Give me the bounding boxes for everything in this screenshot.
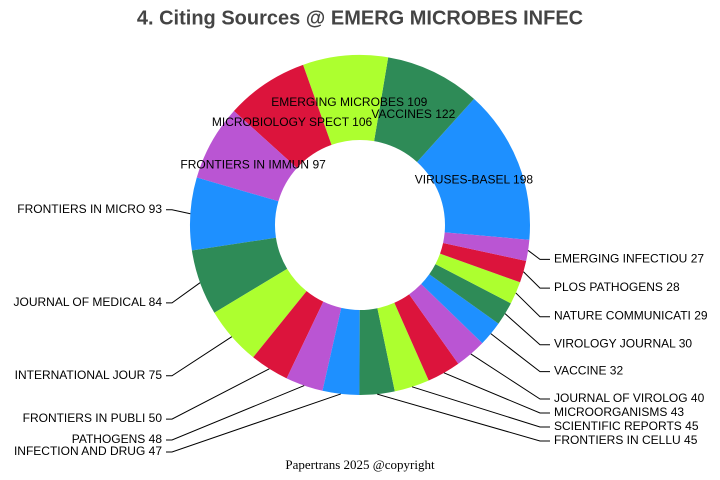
slice-value: 45 — [685, 419, 699, 433]
donut-slice — [374, 57, 475, 162]
leader-line — [166, 368, 270, 420]
leader-line — [527, 250, 550, 260]
slice-value: 106 — [352, 115, 372, 129]
slice-value: 47 — [149, 444, 163, 458]
donut-slice — [394, 294, 459, 381]
donut-slice — [359, 308, 395, 395]
slice-label: EMERGING INFECTIOU 27 — [554, 252, 704, 266]
slice-label: FRONTIERS IN MICRO 93 — [17, 202, 162, 216]
donut-slice — [443, 232, 530, 261]
slice-category: FRONTIERS IN PUBLI — [23, 411, 146, 425]
donut-slice — [303, 54, 389, 145]
leader-line — [411, 386, 550, 428]
leader-line — [166, 393, 342, 453]
donut-slice — [417, 98, 530, 240]
slice-category: VIRUSES-BASEL — [415, 172, 511, 186]
slice-value: 50 — [149, 411, 163, 425]
slice-category: INFECTION AND DRUG — [14, 444, 145, 458]
donut-slice — [286, 301, 342, 391]
slice-category: MICROBIOLOGY SPECT — [212, 115, 350, 129]
slice-category: MICROORGANISMS — [554, 405, 667, 419]
slice-value: 48 — [149, 432, 163, 446]
leader-line — [515, 292, 550, 318]
slice-category: INTERNATIONAL JOUR — [15, 368, 146, 382]
slice-value: 30 — [679, 337, 693, 351]
slice-label: PLOS PATHOGENS 28 — [554, 280, 680, 294]
slice-label: MICROORGANISMS 43 — [554, 405, 684, 419]
slice-label: FRONTIERS IN PUBLI 50 — [23, 411, 163, 425]
slice-value: 32 — [610, 364, 624, 378]
slice-label: VACCINES 122 — [371, 107, 455, 121]
slice-value: 45 — [684, 433, 698, 447]
slice-category: EMERGING INFECTIOU — [554, 252, 687, 266]
slice-label: VIROLOGY JOURNAL 30 — [554, 337, 692, 351]
donut-slice — [191, 237, 288, 313]
leader-line — [470, 353, 550, 400]
slice-label: INTERNATIONAL JOUR 75 — [15, 368, 163, 382]
slice-label: EMERGING MICROBES 109 — [271, 95, 427, 109]
leader-line — [523, 271, 550, 289]
donut-slice — [190, 177, 279, 251]
slice-category: FRONTIERS IN MICRO — [17, 202, 145, 216]
slice-category: VACCINE — [554, 364, 606, 378]
slice-value: 28 — [666, 280, 680, 294]
slice-label: VACCINE 32 — [554, 364, 623, 378]
donut-slice — [409, 284, 483, 364]
leader-line — [166, 336, 233, 377]
slice-label: MICROBIOLOGY SPECT 106 — [212, 115, 373, 129]
slice-value: 27 — [691, 252, 705, 266]
leader-line — [504, 313, 550, 346]
leader-line — [377, 393, 550, 442]
leader-line — [166, 385, 305, 441]
slice-category: VIROLOGY JOURNAL — [554, 337, 676, 351]
slice-category: FRONTIERS IN IMMUN — [180, 158, 309, 172]
slice-category: VACCINES — [371, 107, 431, 121]
chart-title: 4. Citing Sources @ EMERG MICROBES INFEC — [137, 7, 583, 29]
slice-value: 43 — [671, 405, 685, 419]
donut-slice — [440, 242, 527, 283]
slice-value: 109 — [407, 95, 427, 109]
leader-line — [166, 209, 191, 215]
slice-label: FRONTIERS IN IMMUN 97 — [180, 158, 326, 172]
donut-slice — [435, 253, 521, 304]
footer: Papertrans 2025 @copyright — [285, 457, 435, 472]
donut-slice — [196, 110, 297, 202]
slice-value: 75 — [149, 368, 163, 382]
slice-category: NATURE COMMUNICATI — [554, 309, 691, 323]
slice-category: PATHOGENS — [72, 432, 146, 446]
donut-slice — [253, 291, 324, 379]
slice-value: 122 — [435, 107, 455, 121]
slice-label: FRONTIERS IN CELLU 45 — [554, 433, 698, 447]
slice-label: NATURE COMMUNICATI 29 — [554, 309, 708, 323]
slice-value: 84 — [149, 295, 163, 309]
slice-category: JOURNAL OF MEDICAL — [14, 295, 147, 309]
donut-slice — [377, 302, 429, 392]
slice-label: PATHOGENS 48 — [72, 432, 163, 446]
slice-value: 93 — [149, 202, 163, 216]
slice-category: JOURNAL OF VIROLOG — [554, 391, 688, 405]
slice-label: SCIENTIFIC REPORTS 45 — [554, 419, 699, 433]
slice-label: INFECTION AND DRUG 47 — [14, 444, 162, 458]
slice-category: SCIENTIFIC REPORTS — [554, 419, 682, 433]
slice-value: 29 — [694, 309, 708, 323]
donut-slice — [322, 307, 360, 395]
leader-line — [166, 282, 201, 304]
slice-category: FRONTIERS IN CELLU — [554, 433, 681, 447]
slice-value: 40 — [691, 391, 705, 405]
leader-line — [443, 372, 550, 414]
slice-label: JOURNAL OF MEDICAL 84 — [14, 295, 163, 309]
donut-slice — [233, 64, 332, 168]
donut-slice — [214, 268, 307, 358]
leader-line — [490, 333, 550, 373]
slice-value: 97 — [312, 158, 326, 172]
slice-label: VIRUSES-BASEL 198 — [415, 172, 534, 186]
slice-value: 198 — [513, 172, 533, 186]
slice-label: JOURNAL OF VIROLOG 40 — [554, 391, 705, 405]
slice-category: EMERGING MICROBES — [271, 95, 404, 109]
donut-slice — [421, 274, 499, 344]
slice-category: PLOS PATHOGENS — [554, 280, 663, 294]
donut-slice — [429, 264, 511, 324]
